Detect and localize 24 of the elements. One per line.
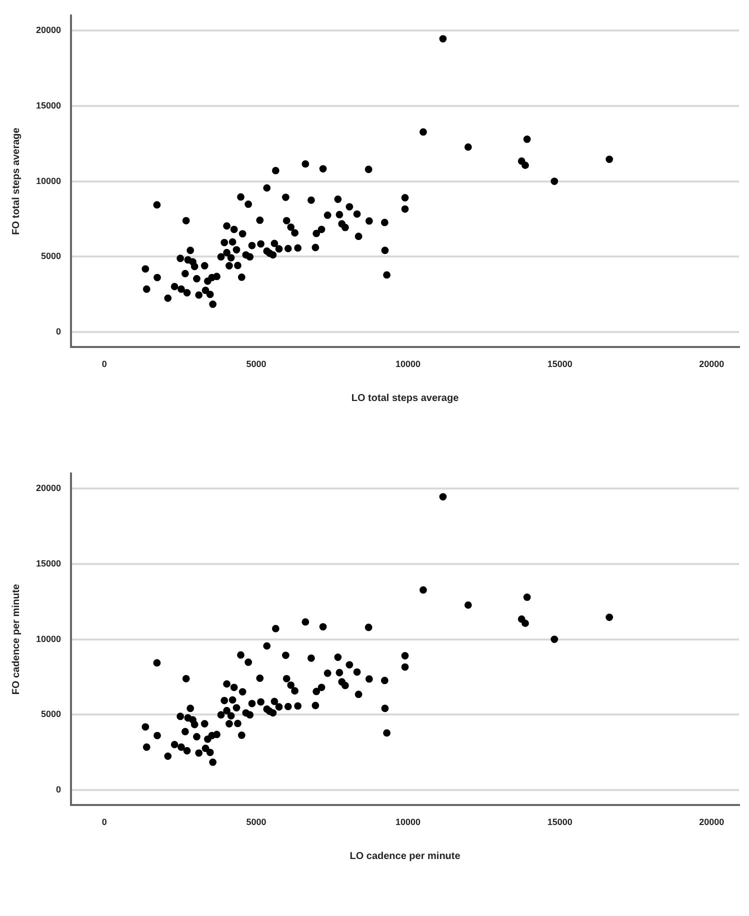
x-tick-label: 5000: [246, 359, 266, 370]
y-axis-title: FO total steps average: [10, 127, 22, 235]
x-tick-label: 10000: [396, 359, 421, 370]
y-tick-label: 20000: [36, 482, 62, 493]
y-tick-label: 0: [56, 326, 62, 337]
x-tick-label: 15000: [547, 359, 572, 370]
x-tick-label: 15000: [547, 817, 572, 828]
x-axis-title: LO cadence per minute: [350, 850, 461, 862]
x-axis-title: LO total steps average: [351, 392, 460, 404]
y-tick-label: 10000: [36, 176, 62, 186]
y-tick-label: 10000: [36, 634, 62, 644]
y-tick-label: 15000: [36, 558, 62, 568]
x-tick-label: 10000: [396, 817, 421, 828]
x-tick-label: 0: [102, 817, 107, 828]
x-tick-label: 20000: [699, 817, 724, 828]
y-tick-label: 0: [56, 784, 62, 795]
y-tick-label: 5000: [40, 251, 62, 262]
y-tick-label: 5000: [40, 709, 62, 720]
y-axis-title: FO cadence per minute: [10, 584, 22, 695]
x-tick-label: 5000: [246, 817, 266, 828]
y-tick-label: 20000: [36, 24, 62, 35]
y-tick-label: 15000: [36, 100, 62, 110]
x-tick-label: 20000: [699, 359, 724, 370]
x-tick-label: 0: [102, 359, 107, 370]
